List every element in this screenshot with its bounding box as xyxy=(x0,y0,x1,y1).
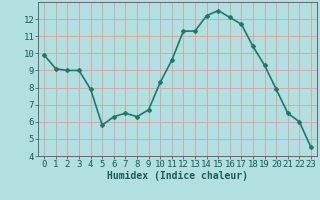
X-axis label: Humidex (Indice chaleur): Humidex (Indice chaleur) xyxy=(107,171,248,181)
